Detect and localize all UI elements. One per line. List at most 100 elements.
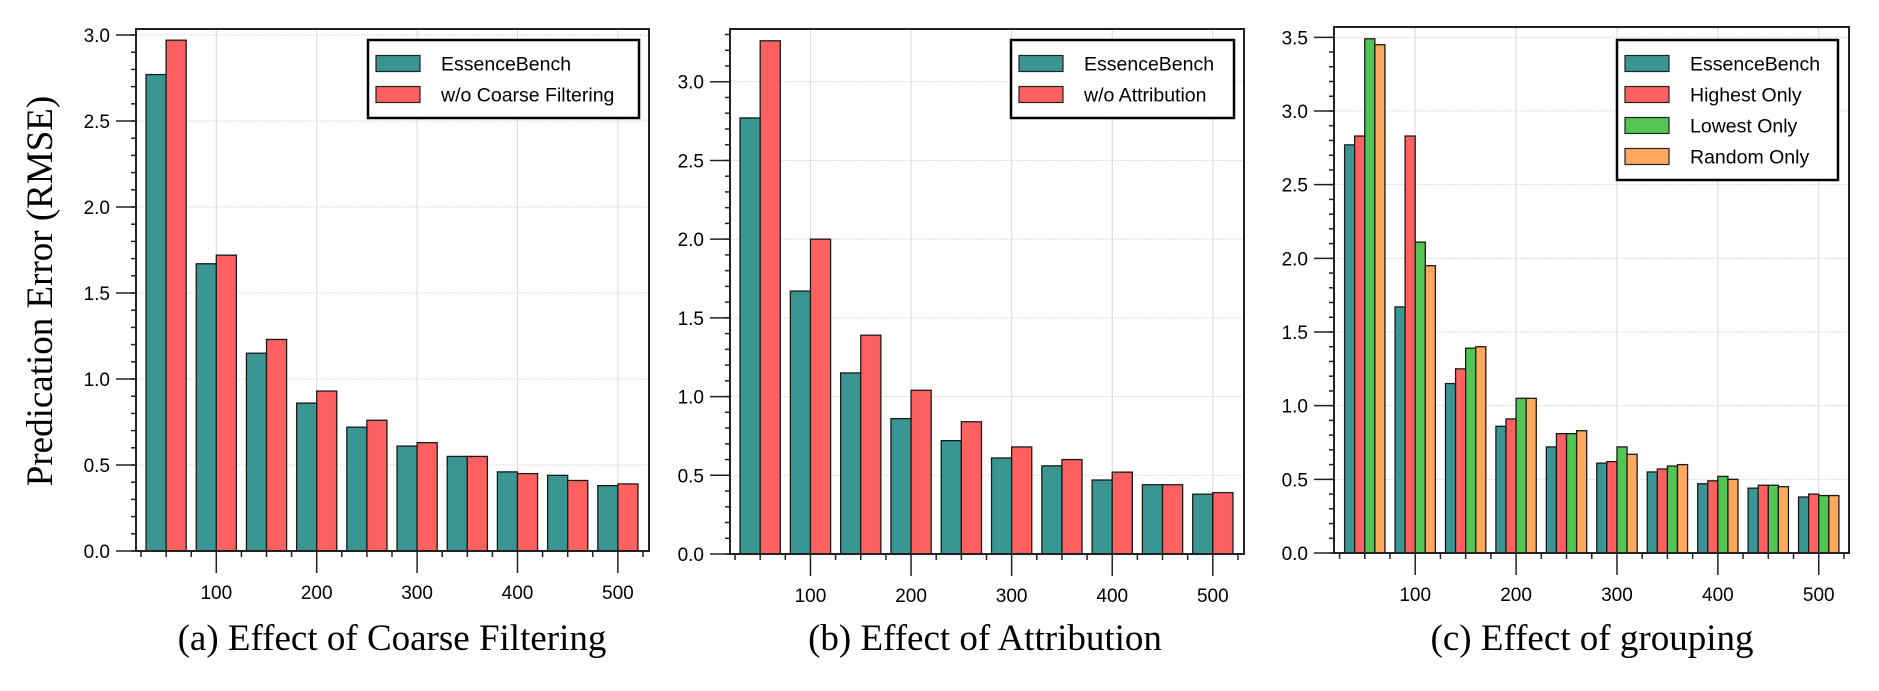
bar xyxy=(346,426,368,552)
y-tick-label: 2.0 xyxy=(84,198,110,219)
legend-label: w/o Coarse Filtering xyxy=(440,85,614,107)
x-tick-label: 100 xyxy=(795,586,827,607)
legend-label: Lowest Only xyxy=(1690,116,1798,138)
bar xyxy=(245,352,268,552)
bar xyxy=(1465,347,1477,554)
y-tick-label: 1.0 xyxy=(84,370,110,391)
bar xyxy=(1596,462,1608,554)
bar xyxy=(1717,475,1729,554)
bar xyxy=(1525,397,1537,554)
bar xyxy=(1404,135,1416,554)
legend: EssenceBench w/o Attribution xyxy=(1009,38,1236,120)
bar xyxy=(809,238,832,555)
bar xyxy=(215,254,238,552)
y-tick-label: 0.5 xyxy=(678,466,704,487)
bar xyxy=(910,389,932,555)
x-tick-label: 400 xyxy=(1702,585,1734,606)
bar xyxy=(1757,484,1769,554)
plot-area: 0.0 0.5 1.0 1.5 2.0 2.5 3.0 100 200 300 400 500 Esse… xyxy=(84,26,650,604)
x-tick-label: 500 xyxy=(602,583,634,604)
bar xyxy=(1394,306,1406,554)
bar xyxy=(1646,471,1658,554)
y-tick-label: 1.5 xyxy=(1282,323,1308,344)
x-tick-label: 300 xyxy=(996,586,1028,607)
y-tick-label: 0.0 xyxy=(1282,544,1308,565)
y-tick-label: 2.0 xyxy=(1282,249,1308,270)
bar xyxy=(1767,484,1780,554)
bar xyxy=(1010,446,1033,555)
legend-label: Highest Only xyxy=(1690,85,1802,107)
bar xyxy=(1616,446,1628,554)
bar xyxy=(1161,484,1184,555)
legend-swatch xyxy=(375,85,421,104)
bar xyxy=(145,73,167,552)
caption-b: (b) Effect of Attribution xyxy=(808,618,1162,659)
bar xyxy=(1777,486,1790,554)
legend-frame xyxy=(366,38,641,120)
bar xyxy=(739,117,761,555)
bar xyxy=(295,402,318,552)
bar xyxy=(1626,453,1638,554)
y-tick-label: 2.5 xyxy=(84,112,110,133)
bar xyxy=(1414,241,1426,554)
legend: EssenceBench Highest Only Lowest Only Rando… xyxy=(1615,38,1840,182)
x-tick-label: 200 xyxy=(301,583,333,604)
x-tick-label: 200 xyxy=(1500,585,1532,606)
bar xyxy=(567,479,589,552)
bar xyxy=(195,263,217,552)
legend-swatch xyxy=(1018,54,1064,73)
bar xyxy=(1475,346,1487,554)
y-tick-label: 3.0 xyxy=(84,26,110,47)
bar xyxy=(1656,468,1669,554)
bar xyxy=(1818,494,1830,554)
y-tick-label: 1.0 xyxy=(678,388,704,409)
bar xyxy=(396,445,418,552)
bar xyxy=(1424,265,1437,554)
x-tick-label: 300 xyxy=(401,583,433,604)
y-tick-label: 3.0 xyxy=(1282,102,1308,123)
panel-b: 0.0 0.5 1.0 1.5 2.0 2.5 3.0 100 200 300 400 500 Esse… xyxy=(678,28,1245,659)
bar xyxy=(1747,487,1759,554)
bar xyxy=(1565,433,1578,554)
plot-area: 0.0 0.5 1.0 1.5 2.0 2.5 3.0 100 200 300 400 500 Esse… xyxy=(678,28,1245,607)
legend-swatch xyxy=(1624,54,1670,73)
x-tick-label: 300 xyxy=(1601,585,1633,606)
bar xyxy=(416,441,438,552)
bar xyxy=(1807,493,1820,554)
bar xyxy=(1354,135,1366,554)
legend: EssenceBench w/o Coarse Filtering xyxy=(366,38,641,120)
bar xyxy=(1061,458,1083,555)
bar xyxy=(1676,463,1689,554)
bar xyxy=(617,483,639,552)
bar xyxy=(1374,44,1386,554)
legend-label: EssenceBench xyxy=(1084,54,1214,76)
bar xyxy=(1575,430,1588,554)
bar xyxy=(1041,465,1063,555)
bar xyxy=(789,290,812,555)
bar xyxy=(1697,483,1709,554)
bar xyxy=(446,455,468,552)
bar xyxy=(1797,496,1810,554)
bar xyxy=(1364,38,1376,554)
bar xyxy=(860,334,882,555)
bar xyxy=(165,39,187,552)
bar xyxy=(1343,144,1356,554)
y-tick-label: 2.0 xyxy=(678,230,704,251)
bar xyxy=(1111,471,1133,555)
legend-swatch xyxy=(1624,147,1670,166)
bar xyxy=(940,440,963,555)
legend-label: EssenceBench xyxy=(1690,54,1820,76)
bar xyxy=(496,471,519,552)
legend-label: EssenceBench xyxy=(441,54,571,76)
bar xyxy=(1727,478,1739,554)
bar xyxy=(1515,397,1527,554)
y-tick-label: 2.5 xyxy=(1282,176,1308,197)
bar xyxy=(759,40,781,555)
panel-a: 0.0 0.5 1.0 1.5 2.0 2.5 3.0 100 200 300 400 500 Esse… xyxy=(84,26,650,659)
x-tick-label: 400 xyxy=(1096,586,1128,607)
x-tick-label: 100 xyxy=(1399,585,1431,606)
panel-c: 0.0 0.5 1.0 1.5 2.0 2.5 3.0 3.5 100 200 300 400 500 E… xyxy=(1282,26,1850,659)
legend-swatch xyxy=(1018,85,1064,104)
legend-swatch xyxy=(1624,116,1670,135)
bar xyxy=(1454,368,1467,554)
